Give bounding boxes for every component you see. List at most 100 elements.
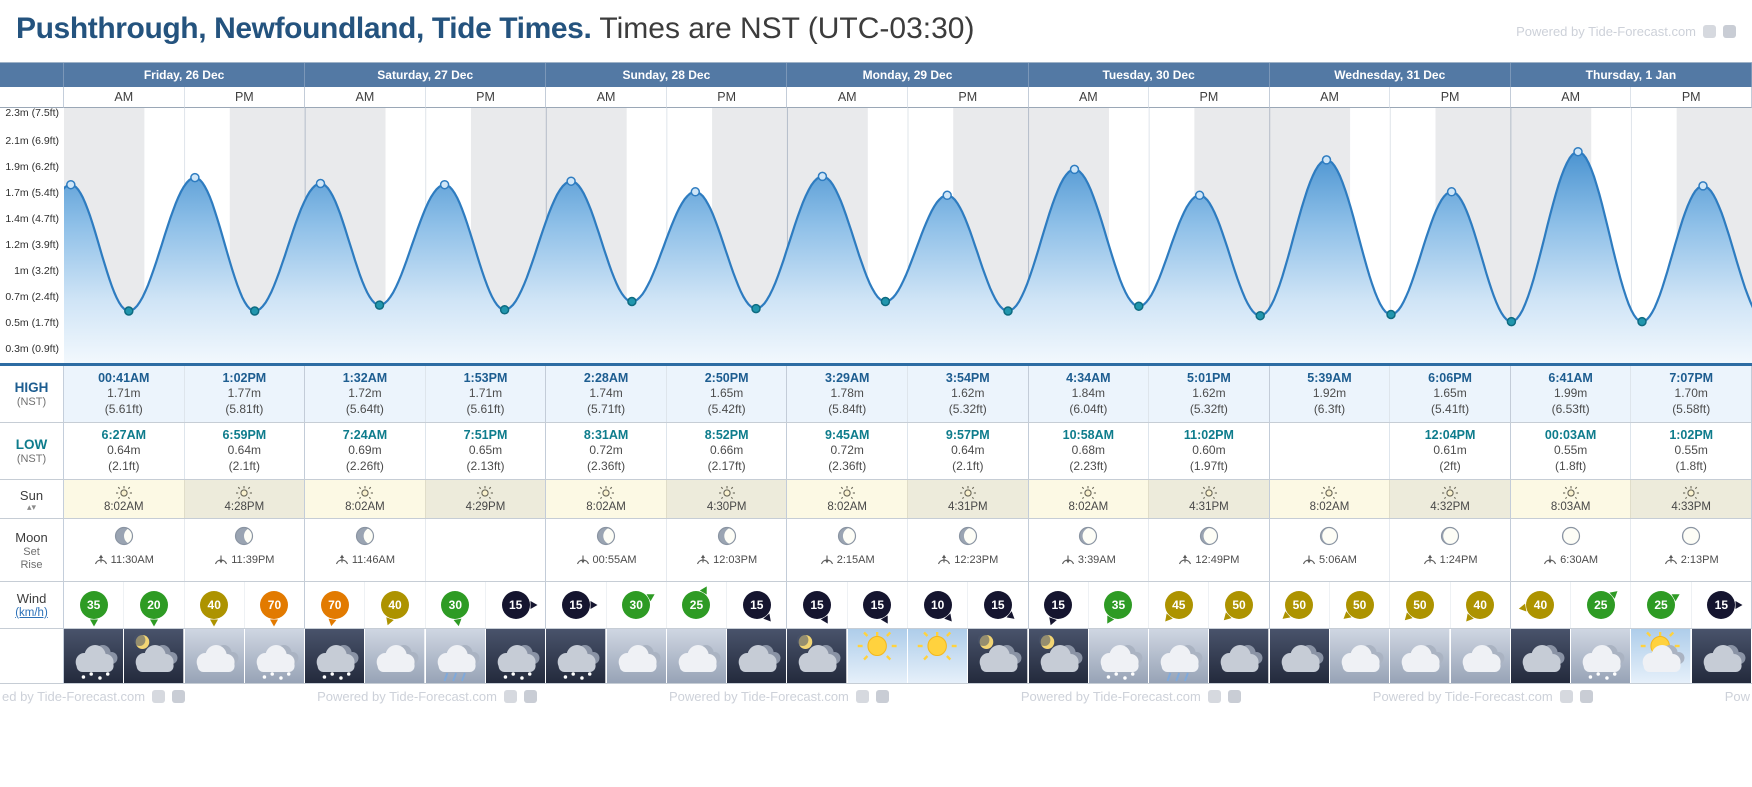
titlebar: Pushthrough, Newfoundland, Tide Times. Ti… <box>0 0 1752 62</box>
weather-day-cloud-snow-icon <box>1571 629 1632 683</box>
wind-speed-badge: 70 <box>260 591 289 619</box>
sunrise-cell: 8:02AM <box>64 480 185 518</box>
moonrise-icon <box>696 552 710 568</box>
tide-height-ft: (5.32ft) <box>948 401 987 416</box>
low-tide-cell: 11:02PM 0.60m (1.97ft) <box>1149 423 1270 479</box>
low-tide-cell: 6:59PM 0.64m (2.1ft) <box>185 423 306 479</box>
moon-cell: 1:24PM <box>1390 519 1511 581</box>
sunrise-icon <box>839 486 856 499</box>
social-icon[interactable] <box>1579 689 1593 703</box>
low-tide-time: 00:03AM <box>1544 428 1597 442</box>
wind-cell: 25 <box>666 580 728 628</box>
social-icon[interactable] <box>1723 25 1736 38</box>
sunrise-time: 8:02AM <box>586 501 626 513</box>
low-tide-cell: 1:02PM 0.55m (1.8ft) <box>1631 423 1752 479</box>
tide-height-ft: (5.81ft) <box>225 401 264 416</box>
social-icon[interactable] <box>1703 25 1716 38</box>
wind-cell: 15 <box>1691 582 1752 628</box>
wind-speed-badge: 30 <box>622 591 651 619</box>
tide-height-m: 0.64m <box>107 443 141 458</box>
moon-phase-icon <box>717 526 737 549</box>
tide-height-ft: (5.61ft) <box>466 401 505 416</box>
footer-watermark-link[interactable]: Pow <box>1724 688 1750 704</box>
moon-phase-icon <box>1319 526 1339 549</box>
moonset-icon <box>820 552 834 568</box>
ampm-corner <box>0 87 64 108</box>
low-tide-time: 8:52PM <box>704 428 749 442</box>
tide-height-m: 0.55m <box>1553 443 1588 458</box>
tide-height-m: 1.72m <box>348 386 382 401</box>
tide-height-ft: (2.1ft) <box>952 458 984 473</box>
weather-day-cloud-icon <box>666 629 728 683</box>
moon-phase-icon <box>596 526 616 549</box>
footer-watermark-link[interactable]: ed by Tide-Forecast.com <box>2 689 186 704</box>
sunset-cell: 4:29PM <box>425 480 547 518</box>
low-tide-cell <box>1270 423 1391 479</box>
day-header: Saturday, 27 Dec <box>305 63 547 87</box>
wind-cell: 50 <box>1390 582 1451 628</box>
wind-speed-badge: 10 <box>923 591 952 619</box>
footer-watermark-link[interactable]: Powered by Tide-Forecast.com <box>317 689 537 704</box>
social-icon[interactable] <box>875 689 889 703</box>
sunset-time: 4:29PM <box>465 501 506 513</box>
social-icon[interactable] <box>1227 689 1241 703</box>
tide-height-m: 0.72m <box>830 443 864 458</box>
moon-rise-time: 11:30AM <box>110 554 154 566</box>
day-header: Friday, 26 Dec <box>64 63 306 87</box>
weather-day-cloud-rain-icon <box>425 629 486 683</box>
weather-day-cloud-icon <box>606 629 667 683</box>
footer-watermark-link[interactable]: Powered by Tide-Forecast.com <box>669 689 889 704</box>
social-icon[interactable] <box>855 689 869 703</box>
high-label: HIGH <box>14 380 49 395</box>
y-axis-labels: 2.3m (7.5ft) 2.1m (6.9ft) 1.9m (6.2ft) 1.7m… <box>0 107 64 363</box>
low-tide-time: 9:57PM <box>945 428 990 442</box>
social-icon[interactable] <box>503 689 517 703</box>
low-tide-cell: 7:24AM 0.69m (2.26ft) <box>305 423 426 479</box>
wind-row-label: Wind (km/h) <box>0 582 64 628</box>
moon-phase-icon <box>1561 526 1581 549</box>
social-icon[interactable] <box>1207 689 1221 703</box>
tide-height-ft: (2.13ft) <box>466 458 505 473</box>
weather-night-moon-cloud-icon <box>968 629 1029 683</box>
sunrise-time: 8:03AM <box>1550 501 1591 513</box>
moon-rise-time: 12:23PM <box>954 554 999 566</box>
moon-set-time: 6:30AM <box>1560 554 1599 566</box>
day-header-row: Friday, 26 Dec Saturday, 27 Dec Sunday, 28… <box>0 63 1752 87</box>
sun-arrows-icon: ▴▾ <box>26 502 37 512</box>
top-watermark-link[interactable]: Powered by Tide-Forecast.com <box>1516 24 1736 39</box>
tide-height-ft: (2.17ft) <box>707 458 746 473</box>
wind-direction-arrow-icon <box>1735 601 1747 609</box>
watermark-text[interactable]: Powered by Tide-Forecast.com <box>1516 24 1696 39</box>
footer-watermark-link[interactable]: Powered by Tide-Forecast.com <box>1373 689 1593 704</box>
wind-speed-badge: 50 <box>1405 591 1434 619</box>
footer-watermark-link[interactable]: Powered by Tide-Forecast.com <box>1021 689 1241 704</box>
sunset-icon <box>477 486 494 499</box>
social-icon[interactable] <box>523 689 537 703</box>
wind-direction-arrow-icon <box>453 618 464 631</box>
wind-speed-badge: 15 <box>803 591 832 619</box>
moon-rise-time: 12:49PM <box>1195 554 1240 566</box>
social-icon[interactable] <box>152 689 166 703</box>
tide-height-ft: (6.3ft) <box>1313 401 1346 416</box>
moonrise-icon <box>1423 552 1437 568</box>
social-icon[interactable] <box>172 689 186 703</box>
sunrise-icon <box>1562 486 1579 499</box>
y-axis-label: 0.3m (0.9ft) <box>5 342 59 355</box>
wind-speed-badge: 15 <box>1044 591 1073 619</box>
y-axis-label: 1.9m (6.2ft) <box>5 161 59 173</box>
wind-speed-badge: 40 <box>200 591 229 619</box>
tide-height-m: 0.66m <box>709 443 744 458</box>
low-tide-time: 8:31AM <box>583 428 629 442</box>
wind-cell: 15 <box>847 582 908 630</box>
tide-height-ft: (5.64ft) <box>345 401 384 416</box>
wind-unit-link[interactable]: (km/h) <box>15 607 48 619</box>
moon-phase-icon <box>1440 526 1460 549</box>
sunset-icon <box>1683 486 1700 499</box>
wind-speed-badge: 35 <box>79 591 108 619</box>
social-icon[interactable] <box>1559 689 1573 703</box>
ampm-label: AM <box>546 87 667 108</box>
wind-cell: 50 <box>1269 582 1330 628</box>
moon-phase-icon <box>1199 526 1219 549</box>
moon-phase-icon <box>837 526 857 549</box>
